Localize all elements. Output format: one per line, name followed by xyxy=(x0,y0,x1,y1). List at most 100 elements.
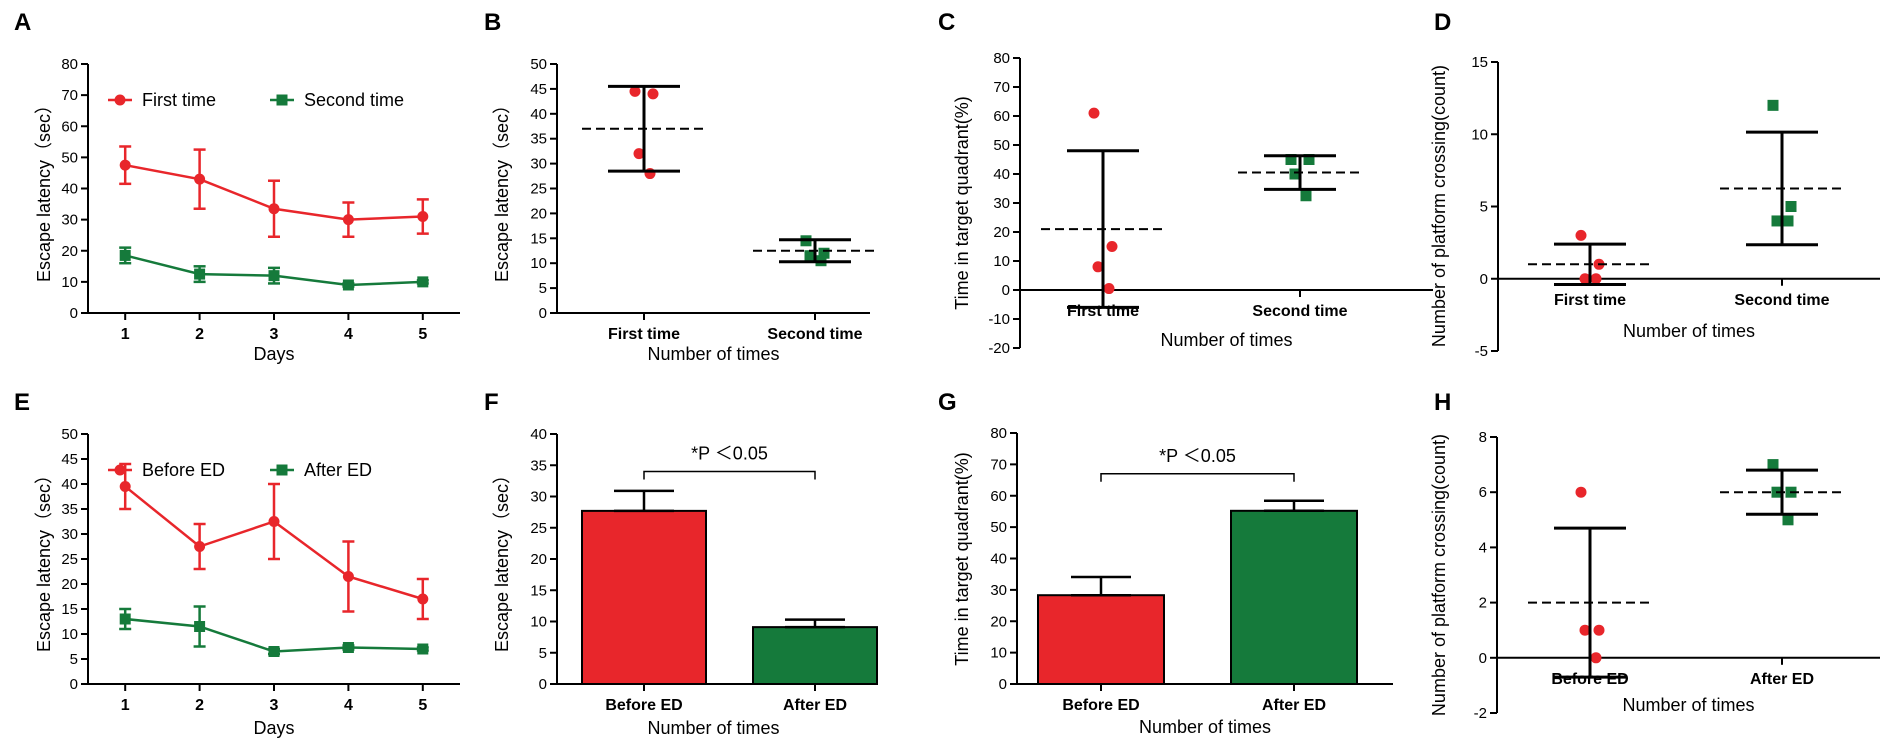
panel-label: E xyxy=(14,389,30,416)
data-point xyxy=(1088,107,1100,119)
panel-label: F xyxy=(484,389,499,416)
panel-label: D xyxy=(1434,9,1451,36)
bar xyxy=(1037,594,1165,685)
data-point xyxy=(268,270,280,282)
y-tick-label: 0 xyxy=(539,305,547,322)
y-tick-label: 0 xyxy=(70,676,78,693)
panel-label: B xyxy=(484,9,501,36)
data-point xyxy=(119,481,131,492)
y-axis-title: Time in target quadrant(%) xyxy=(952,96,972,309)
data-point xyxy=(629,85,641,97)
data-point xyxy=(647,88,659,100)
y-tick-label: 50 xyxy=(993,137,1010,154)
data-point xyxy=(1106,241,1118,252)
y-axis-title: Number of platform crossing(count) xyxy=(1429,434,1449,716)
data-point xyxy=(417,211,429,223)
x-tick-label: Second time xyxy=(1252,303,1347,320)
data-point xyxy=(268,203,280,215)
panel-c: C -20 -10 0 10 20 30 40 50 60 70 80 Time in target q… xyxy=(938,9,1433,357)
data-point xyxy=(1771,215,1783,227)
y-tick-label: 15 xyxy=(530,582,547,599)
data-point xyxy=(342,214,354,226)
data-point xyxy=(194,541,206,552)
y-tick-label: -5 xyxy=(1475,343,1488,360)
data-point xyxy=(194,621,206,632)
y-axis-title: Escape latency（sec） xyxy=(34,466,54,652)
data-point xyxy=(1782,215,1794,227)
significance-label: *P ＜0.05 xyxy=(691,444,768,464)
y-tick-label: 10 xyxy=(993,253,1010,270)
bar xyxy=(752,626,878,685)
data-point xyxy=(1782,514,1794,526)
y-tick-label: 80 xyxy=(61,56,78,73)
x-tick-label: Before ED xyxy=(1551,671,1628,688)
x-tick-label: Second time xyxy=(1734,292,1829,309)
y-tick-label: 5 xyxy=(539,280,547,297)
y-tick-label: 20 xyxy=(530,551,547,568)
y-tick-label: 30 xyxy=(530,489,547,506)
y-tick-label: 5 xyxy=(70,651,78,668)
y-tick-label: 30 xyxy=(990,582,1007,599)
y-tick-label: 4 xyxy=(1479,539,1487,556)
y-tick-label: 0 xyxy=(1480,271,1488,288)
y-tick-label: 20 xyxy=(993,224,1010,241)
y-tick-label: 50 xyxy=(61,426,78,443)
y-tick-label: 40 xyxy=(61,181,78,198)
data-point xyxy=(1590,652,1602,664)
x-axis-title: Number of times xyxy=(1623,321,1755,341)
y-tick-label: 10 xyxy=(530,614,547,631)
data-point xyxy=(342,279,354,291)
y-tick-label: 0 xyxy=(1002,282,1010,299)
data-point xyxy=(633,148,645,160)
x-tick-label: 5 xyxy=(418,326,427,343)
y-tick-label: 20 xyxy=(61,243,78,260)
bar xyxy=(1230,509,1358,685)
panel-label: G xyxy=(938,389,957,416)
x-axis-title: Number of times xyxy=(647,344,779,364)
legend-label: Second time xyxy=(304,90,404,110)
x-tick-label: 2 xyxy=(195,697,204,714)
x-axis-title: Days xyxy=(253,344,294,364)
data-point xyxy=(1575,486,1587,498)
y-tick-label: 30 xyxy=(993,195,1010,212)
y-tick-label: 60 xyxy=(993,108,1010,125)
y-tick-label: 40 xyxy=(530,106,547,123)
y-tick-label: 0 xyxy=(70,305,78,322)
data-point xyxy=(1303,154,1315,165)
y-tick-label: 40 xyxy=(993,166,1010,183)
data-point xyxy=(268,516,280,527)
y-tick-label: 10 xyxy=(61,274,78,291)
data-point xyxy=(1785,201,1797,212)
data-point xyxy=(342,642,354,653)
y-tick-label: 10 xyxy=(990,645,1007,662)
legend-label: After ED xyxy=(304,460,372,480)
y-tick-label: 30 xyxy=(61,526,78,543)
x-tick-label: 4 xyxy=(344,697,353,714)
y-axis-title: Number of platform crossing(count) xyxy=(1429,65,1449,347)
data-point xyxy=(417,276,429,288)
y-tick-label: 45 xyxy=(530,81,547,98)
significance-label: *P ＜0.05 xyxy=(1159,446,1236,466)
x-axis-title: Number of times xyxy=(647,718,779,738)
data-point xyxy=(119,249,131,261)
y-tick-label: -2 xyxy=(1474,705,1487,722)
legend-marker xyxy=(114,94,126,106)
x-axis-title: Days xyxy=(253,718,294,738)
panel-a: A 0 10 20 30 40 50 60 70 80 Escape latency（sec） 1 2 3… xyxy=(14,9,460,364)
y-tick-label: 50 xyxy=(530,56,547,73)
y-tick-label: 30 xyxy=(530,156,547,173)
data-point xyxy=(119,613,131,625)
y-axis-title: Escape latency（sec） xyxy=(492,96,512,282)
panel-h: H -2 0 2 4 6 8 Number of platform crossing(coun… xyxy=(1429,389,1880,722)
panel-b: B 0 5 10 15 20 25 30 35 40 45 50 Escape latency（sec）… xyxy=(484,9,877,364)
y-tick-label: 10 xyxy=(1471,126,1488,143)
data-point xyxy=(268,646,280,657)
y-tick-label: 0 xyxy=(539,676,547,693)
panel-g: G 0 10 20 30 40 50 60 70 80 Time in target quadran… xyxy=(938,389,1393,737)
y-tick-label: 10 xyxy=(61,626,78,643)
x-tick-label: 1 xyxy=(121,697,130,714)
panel-label: C xyxy=(938,9,955,36)
data-point xyxy=(417,593,429,605)
y-tick-label: 30 xyxy=(61,212,78,229)
